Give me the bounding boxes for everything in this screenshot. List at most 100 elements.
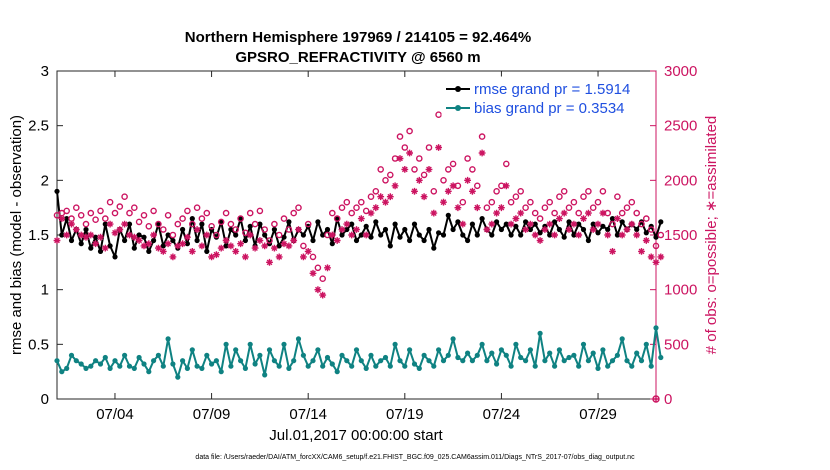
assimilated-obs-point (348, 231, 356, 239)
assimilated-obs-point (101, 244, 109, 252)
rmse-point (450, 226, 456, 233)
chart-title-line2: GPSRO_REFRACTIVITY @ 6560 m (235, 49, 480, 66)
rmse-point (300, 232, 306, 238)
possible-obs-point (589, 204, 597, 211)
assimilated-obs-point (507, 220, 515, 228)
assimilated-obs-point (411, 187, 418, 195)
bias-point (469, 358, 475, 364)
rmse-point (184, 241, 190, 247)
possible-obs-point (300, 242, 307, 250)
assimilated-obs-point (319, 291, 327, 299)
assimilated-obs-point (237, 240, 244, 248)
assimilated-obs-point (382, 198, 389, 206)
bias-point (489, 350, 495, 356)
assimilated-obs-point (585, 209, 592, 217)
rmse-point (141, 234, 147, 240)
bias-point (83, 365, 89, 371)
possible-obs-point (565, 204, 573, 211)
rmse-point (498, 226, 504, 233)
rmse-point (131, 245, 137, 251)
assimilated-obs-point (188, 248, 196, 255)
possible-obs-point (367, 193, 375, 200)
assimilated-obs-point (638, 248, 645, 255)
rmse-point (242, 237, 248, 244)
bias-point (585, 358, 592, 364)
assimilated-obs-point (599, 209, 607, 217)
bias-point (653, 325, 659, 331)
assimilated-obs-point (401, 166, 409, 173)
assimilated-obs-point (657, 253, 665, 261)
assimilated-obs-point (130, 233, 138, 241)
rmse-point (170, 237, 176, 244)
assimilated-obs-point (169, 253, 177, 261)
bias-point (242, 365, 248, 371)
bias-point (266, 347, 273, 353)
possible-obs-point (63, 207, 70, 215)
bias-point (614, 352, 621, 358)
assimilated-obs-point (159, 248, 167, 255)
assimilated-obs-point (193, 226, 201, 233)
rmse-point (271, 226, 277, 233)
assimilated-obs-point (609, 248, 616, 255)
rmse-point (421, 237, 427, 244)
possible-obs-point (232, 226, 239, 233)
bias-point (295, 336, 302, 342)
bias-point (286, 365, 292, 371)
rmse-point (228, 226, 234, 233)
possible-obs-point (575, 209, 583, 217)
possible-obs-point (647, 226, 655, 233)
possible-obs-point (411, 166, 418, 173)
rmse-point (233, 232, 239, 238)
possible-obs-point (623, 204, 631, 211)
rmse-point (102, 221, 108, 227)
bias-point (450, 336, 456, 342)
x-tick-label: 07/24 (483, 406, 521, 423)
assimilated-obs-point (483, 226, 491, 233)
possible-obs-point (507, 198, 515, 206)
assimilated-obs-point (314, 286, 322, 294)
rmse-point (571, 232, 577, 238)
assimilated-obs-point (396, 155, 404, 162)
rmse-point (218, 219, 224, 225)
assimilated-obs-point (232, 248, 240, 255)
assimilated-obs-point (227, 242, 235, 250)
assimilated-obs-point (575, 231, 583, 239)
rmse-point (619, 219, 625, 225)
bias-point (112, 358, 118, 364)
possible-obs-point (638, 220, 645, 228)
assimilated-obs-point (106, 220, 114, 228)
rmse-point (436, 230, 442, 236)
bias-point (465, 350, 471, 356)
rmse-point (547, 232, 553, 238)
possible-obs-point (493, 187, 500, 195)
chart-title-line1: Northern Hemisphere 197969 / 214105 = 92… (185, 29, 531, 46)
assimilated-obs-point (275, 253, 283, 261)
assimilated-obs-point (652, 258, 660, 266)
bias-point (397, 358, 403, 364)
rmse-point (107, 243, 113, 249)
possible-obs-point (188, 220, 196, 228)
bias-point (523, 358, 529, 364)
bias-point (494, 361, 500, 367)
x-tick-label: 07/04 (96, 406, 134, 423)
rmse-point (146, 248, 152, 254)
rmse-point (561, 234, 567, 240)
assimilated-obs-point (420, 193, 428, 201)
rmse-point (653, 234, 659, 240)
bias-point (353, 347, 360, 353)
possible-obs-point (246, 209, 254, 217)
possible-obs-point (237, 215, 244, 222)
possible-obs-point (309, 253, 317, 261)
bias-point (329, 361, 335, 367)
assimilated-obs-point (531, 231, 539, 239)
rmse-point (566, 219, 572, 225)
bias-point (634, 350, 640, 356)
assimilated-obs-point (145, 240, 153, 248)
rmse-point (445, 212, 451, 218)
legend-label-bias: bias grand pr = 0.3534 (474, 100, 625, 117)
bias-point (431, 363, 437, 369)
y-ticks-left: 0 0.5 1 1.5 2 2.5 3 (28, 63, 49, 408)
possible-obs-point (459, 198, 467, 206)
assimilated-obs-point (111, 229, 119, 237)
possible-obs-point (280, 215, 288, 222)
